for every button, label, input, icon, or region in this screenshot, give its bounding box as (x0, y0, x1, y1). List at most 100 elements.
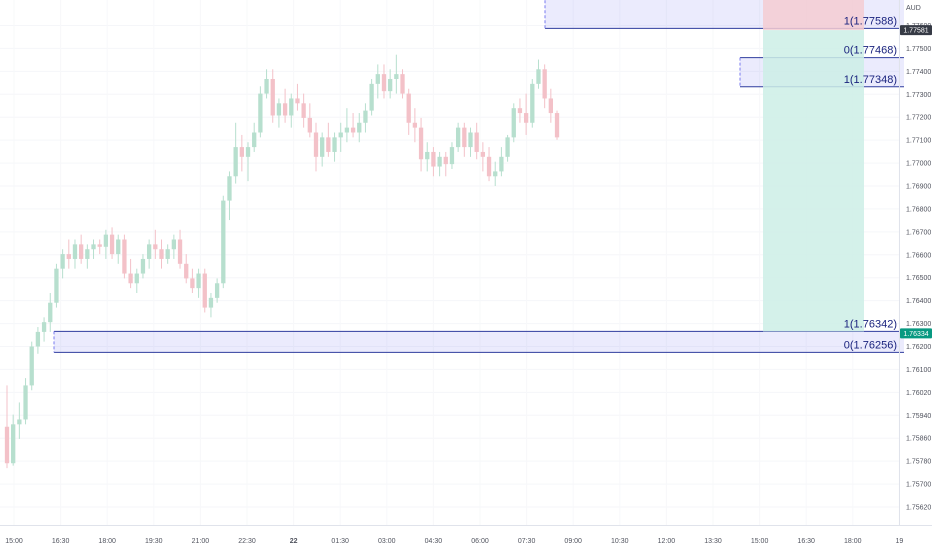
candle-body (29, 346, 34, 386)
price-tick-label: 1.77500 (906, 46, 931, 53)
candle-body (406, 93, 411, 123)
candle-body (153, 244, 158, 250)
time-tick-label: 22 (290, 538, 298, 545)
candle-body (190, 278, 195, 289)
candle-body (202, 273, 207, 308)
current-price-badge (900, 25, 932, 36)
fib-level-labels: 1(1.77588) 0(1.77468) 1(1.77348) 1(1.76342)… (844, 15, 897, 351)
time-tick-label: 04:30 (425, 538, 443, 545)
candle-body (177, 239, 183, 264)
candle-body (338, 132, 343, 138)
candle-body (480, 151, 486, 157)
time-tick-label: 13:30 (704, 538, 722, 545)
candle-body (17, 419, 22, 425)
price-tick-label: 1.75860 (906, 436, 931, 443)
candle-body (326, 137, 331, 152)
candle-body (23, 385, 28, 420)
candle-body (289, 98, 294, 116)
candle-body (301, 103, 306, 118)
stop-loss-area[interactable] (763, 0, 864, 31)
time-tick-label: 06:00 (471, 538, 489, 545)
price-tick-label: 1.75940 (906, 413, 931, 420)
lower-retracement-zone (54, 331, 904, 353)
candle-body (97, 244, 102, 247)
candle-body (227, 176, 232, 201)
candle-body (122, 239, 127, 274)
candle-body (425, 151, 430, 160)
candle-body (517, 108, 523, 114)
last-price-badge (900, 328, 932, 339)
candle-body (140, 258, 146, 274)
candle-body (381, 74, 387, 92)
price-tick-label: 1.76600 (906, 252, 931, 259)
price-tick-label: 1.75700 (906, 482, 931, 489)
price-tick-label: 1.76400 (906, 298, 931, 305)
candle-body (523, 113, 529, 123)
price-tick-label: 1.77400 (906, 69, 931, 76)
candle-body (486, 156, 492, 177)
candle-body (159, 249, 164, 259)
candle-body (214, 283, 220, 298)
time-tick-label: 15:00 (751, 538, 769, 545)
time-tick-label: 19:30 (145, 538, 163, 545)
candle-body (462, 127, 467, 148)
price-tick-label: 1.76700 (906, 229, 931, 236)
candle-body (171, 239, 177, 250)
take-profit-area[interactable] (763, 30, 864, 332)
time-tick-label: 19 (896, 538, 904, 545)
short-position-tool[interactable] (763, 0, 864, 332)
candle-body (530, 83, 535, 123)
candle-body (4, 426, 10, 464)
candle-body (184, 263, 189, 279)
fib-level-label: 1(1.77588) (844, 15, 897, 27)
candle-body (449, 147, 455, 165)
candle-body (437, 156, 442, 167)
candle-body (320, 137, 325, 157)
candle-body (72, 244, 78, 259)
time-tick-label: 16:30 (797, 538, 815, 545)
candle-body (400, 74, 405, 94)
price-tick-label: 1.75620 (906, 505, 931, 512)
time-tick-label: 09:00 (564, 538, 582, 545)
candle-body (499, 156, 504, 172)
time-tick-label: 01:30 (331, 538, 349, 545)
price-tick-label: 1.76800 (906, 206, 931, 213)
candle-body (313, 132, 319, 157)
candle-body (221, 200, 226, 284)
candle-body (363, 110, 368, 123)
candle-body (357, 122, 362, 133)
price-axis[interactable]: AUD 1.75620 1.75700 1.75780 1.75860 1.75940 1… (899, 0, 932, 525)
price-tick-label: 1.75780 (906, 459, 931, 466)
candle-body (165, 249, 170, 259)
candle-body (332, 137, 337, 152)
candle-body (295, 98, 300, 104)
candle-body (116, 239, 121, 255)
time-tick-label: 22:30 (238, 538, 256, 545)
candle-body (79, 244, 84, 259)
price-tick-label: 1.76500 (906, 275, 931, 282)
candle-body (11, 424, 16, 464)
candle-body (233, 147, 238, 177)
time-tick-label: 15:00 (5, 538, 23, 545)
candle-body (252, 132, 257, 148)
candle-body (493, 171, 498, 177)
price-tick-label: 1.76300 (906, 321, 931, 328)
price-badges: 1.77581 1.76334 (900, 25, 932, 339)
candle-body (536, 69, 541, 84)
candle-body (412, 122, 418, 128)
candle-body (282, 103, 288, 116)
candle-body (548, 98, 553, 114)
grid-lines (0, 0, 899, 525)
candle-body (91, 244, 96, 250)
current-price-badge-text: 1.77581 (903, 28, 928, 35)
time-tick-label: 21:00 (192, 538, 210, 545)
candle-body (85, 249, 90, 259)
price-tick-label: 1.77300 (906, 92, 931, 99)
candle-body (375, 74, 380, 84)
candle-body (418, 127, 424, 160)
time-axis[interactable]: 15:00 16:30 18:00 19:30 21:00 22:30 22 01:30 03:… (0, 525, 932, 546)
candle-body (128, 273, 133, 284)
candle-body (35, 331, 41, 347)
candle-body (431, 151, 436, 167)
